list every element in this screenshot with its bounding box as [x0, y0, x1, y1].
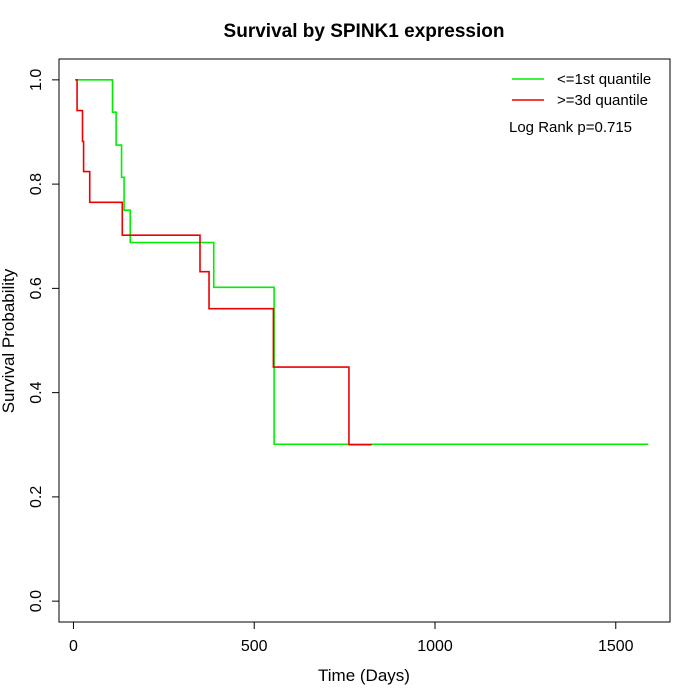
legend: <=1st quantile >=3d quantile: [512, 71, 651, 109]
x-tick-label: 500: [241, 638, 268, 655]
y-axis-label: Survival Probability: [0, 268, 18, 413]
y-tick-label: 1.0: [28, 69, 45, 91]
y-axis: 0.0 0.2 0.4 0.6 0.8 1.0: [28, 69, 60, 612]
x-axis: 0 500 1000 1500: [69, 621, 634, 655]
legend-label-1: >=3d quantile: [557, 92, 648, 109]
log-rank-annotation: Log Rank p=0.715: [509, 119, 632, 136]
plot-frame: [58, 58, 671, 623]
x-axis-label: Time (Days): [318, 666, 410, 685]
y-tick-label: 0.6: [28, 277, 45, 299]
legend-label-0: <=1st quantile: [557, 71, 651, 88]
series-line-0: [75, 79, 649, 446]
x-tick-label: 1000: [417, 638, 453, 655]
y-tick-label: 0.0: [28, 590, 45, 612]
y-tick-label: 0.4: [28, 381, 45, 403]
x-tick-label: 0: [69, 638, 78, 655]
chart-title: Survival by SPINK1 expression: [224, 21, 505, 42]
y-tick-label: 0.2: [28, 486, 45, 508]
y-tick-label: 0.8: [28, 173, 45, 195]
series-layer: [75, 79, 649, 446]
x-tick-label: 1500: [598, 638, 634, 655]
series-line-1: [75, 79, 372, 446]
